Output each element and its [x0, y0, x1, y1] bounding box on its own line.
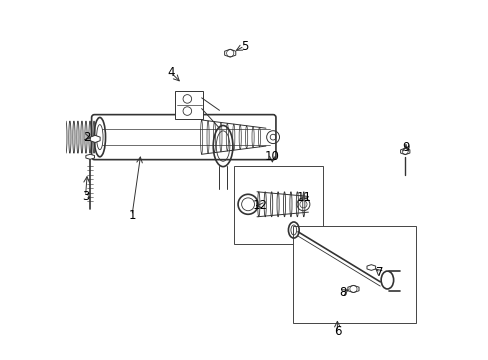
Polygon shape — [224, 49, 235, 57]
Text: 10: 10 — [264, 150, 279, 163]
Polygon shape — [366, 265, 375, 270]
Text: 5: 5 — [240, 40, 248, 53]
Polygon shape — [90, 135, 100, 143]
Text: 3: 3 — [81, 190, 89, 203]
Polygon shape — [347, 285, 358, 293]
Text: 11: 11 — [296, 191, 311, 204]
Bar — [292, 226, 415, 323]
Text: 1: 1 — [128, 209, 136, 222]
Text: 4: 4 — [167, 66, 175, 79]
Polygon shape — [86, 154, 94, 159]
Polygon shape — [400, 148, 409, 155]
Text: 8: 8 — [338, 286, 346, 299]
Text: 6: 6 — [333, 325, 341, 338]
FancyBboxPatch shape — [175, 91, 203, 119]
Text: 12: 12 — [252, 199, 267, 212]
Text: 7: 7 — [376, 266, 383, 279]
Text: 9: 9 — [402, 141, 409, 154]
Bar — [233, 166, 323, 244]
Text: 2: 2 — [82, 131, 90, 144]
FancyBboxPatch shape — [91, 114, 275, 159]
